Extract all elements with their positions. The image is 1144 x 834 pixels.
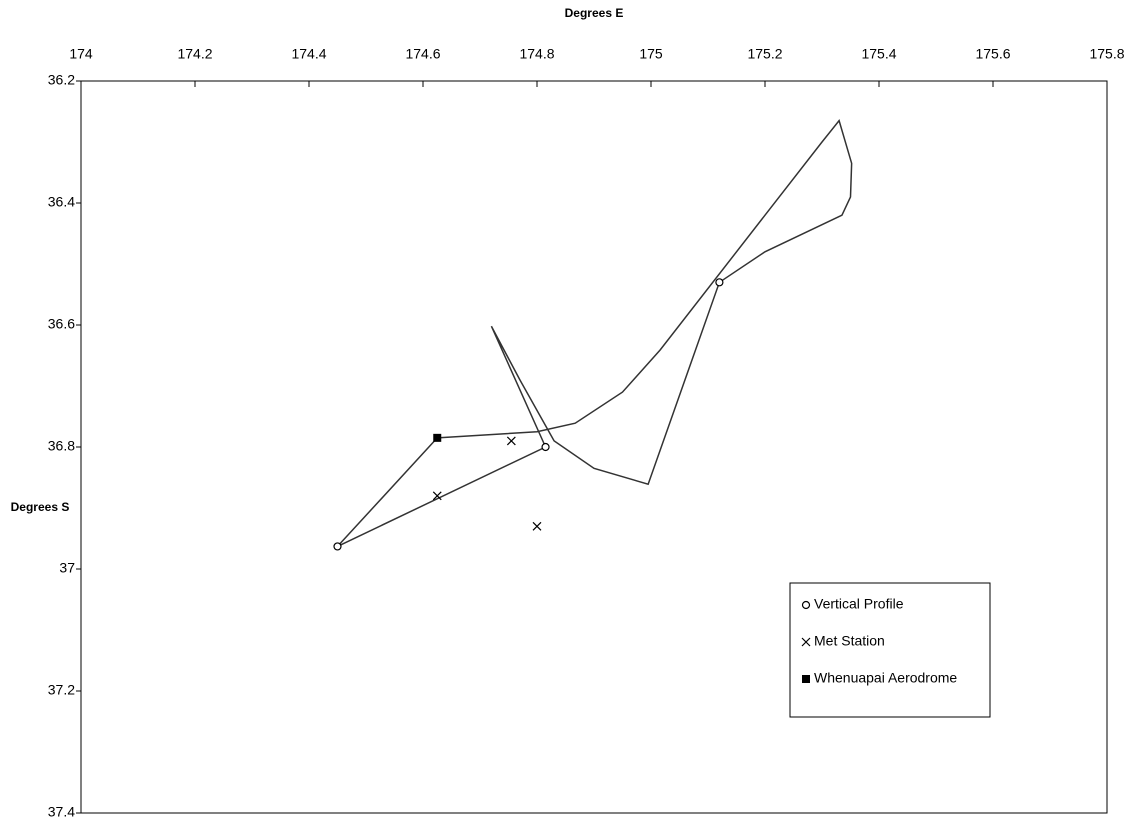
marker-x — [801, 637, 811, 647]
track-line — [336, 119, 853, 548]
x-tick-label: 174 — [69, 46, 93, 62]
x-tick-label: 175.6 — [975, 46, 1010, 62]
legend-label: Met Station — [814, 633, 885, 649]
y-tick-label: 37 — [59, 560, 75, 576]
marker-x — [432, 491, 442, 501]
x-tick-label: 174.6 — [405, 46, 440, 62]
marker-square — [802, 675, 810, 683]
x-tick-label: 175.2 — [747, 46, 782, 62]
y-tick-label: 37.4 — [48, 804, 75, 820]
marker-x — [532, 521, 542, 531]
marker-x — [506, 436, 516, 446]
x-tick-label: 174.4 — [291, 46, 326, 62]
marker-circle — [801, 600, 811, 610]
x-tick-label: 174.2 — [177, 46, 212, 62]
y-tick-label: 36.8 — [48, 438, 75, 454]
marker-circle — [333, 542, 342, 551]
x-axis-title: Degrees E — [565, 6, 624, 20]
x-tick-label: 175.8 — [1089, 46, 1124, 62]
marker-square — [433, 433, 442, 442]
y-tick-label: 36.4 — [48, 194, 75, 210]
legend-label: Vertical Profile — [814, 596, 904, 612]
y-tick-label: 36.2 — [48, 72, 75, 88]
x-tick-label: 175 — [639, 46, 663, 62]
legend-box — [789, 582, 991, 718]
y-tick-label: 36.6 — [48, 316, 75, 332]
y-axis-title: Degrees S — [11, 500, 70, 514]
marker-circle — [541, 442, 550, 452]
x-tick-label: 175.4 — [861, 46, 896, 62]
y-tick-label: 37.2 — [48, 682, 75, 698]
x-tick-label: 174.8 — [519, 46, 554, 62]
marker-circle — [715, 278, 724, 287]
legend-label: Whenuapai Aerodrome — [814, 670, 957, 686]
